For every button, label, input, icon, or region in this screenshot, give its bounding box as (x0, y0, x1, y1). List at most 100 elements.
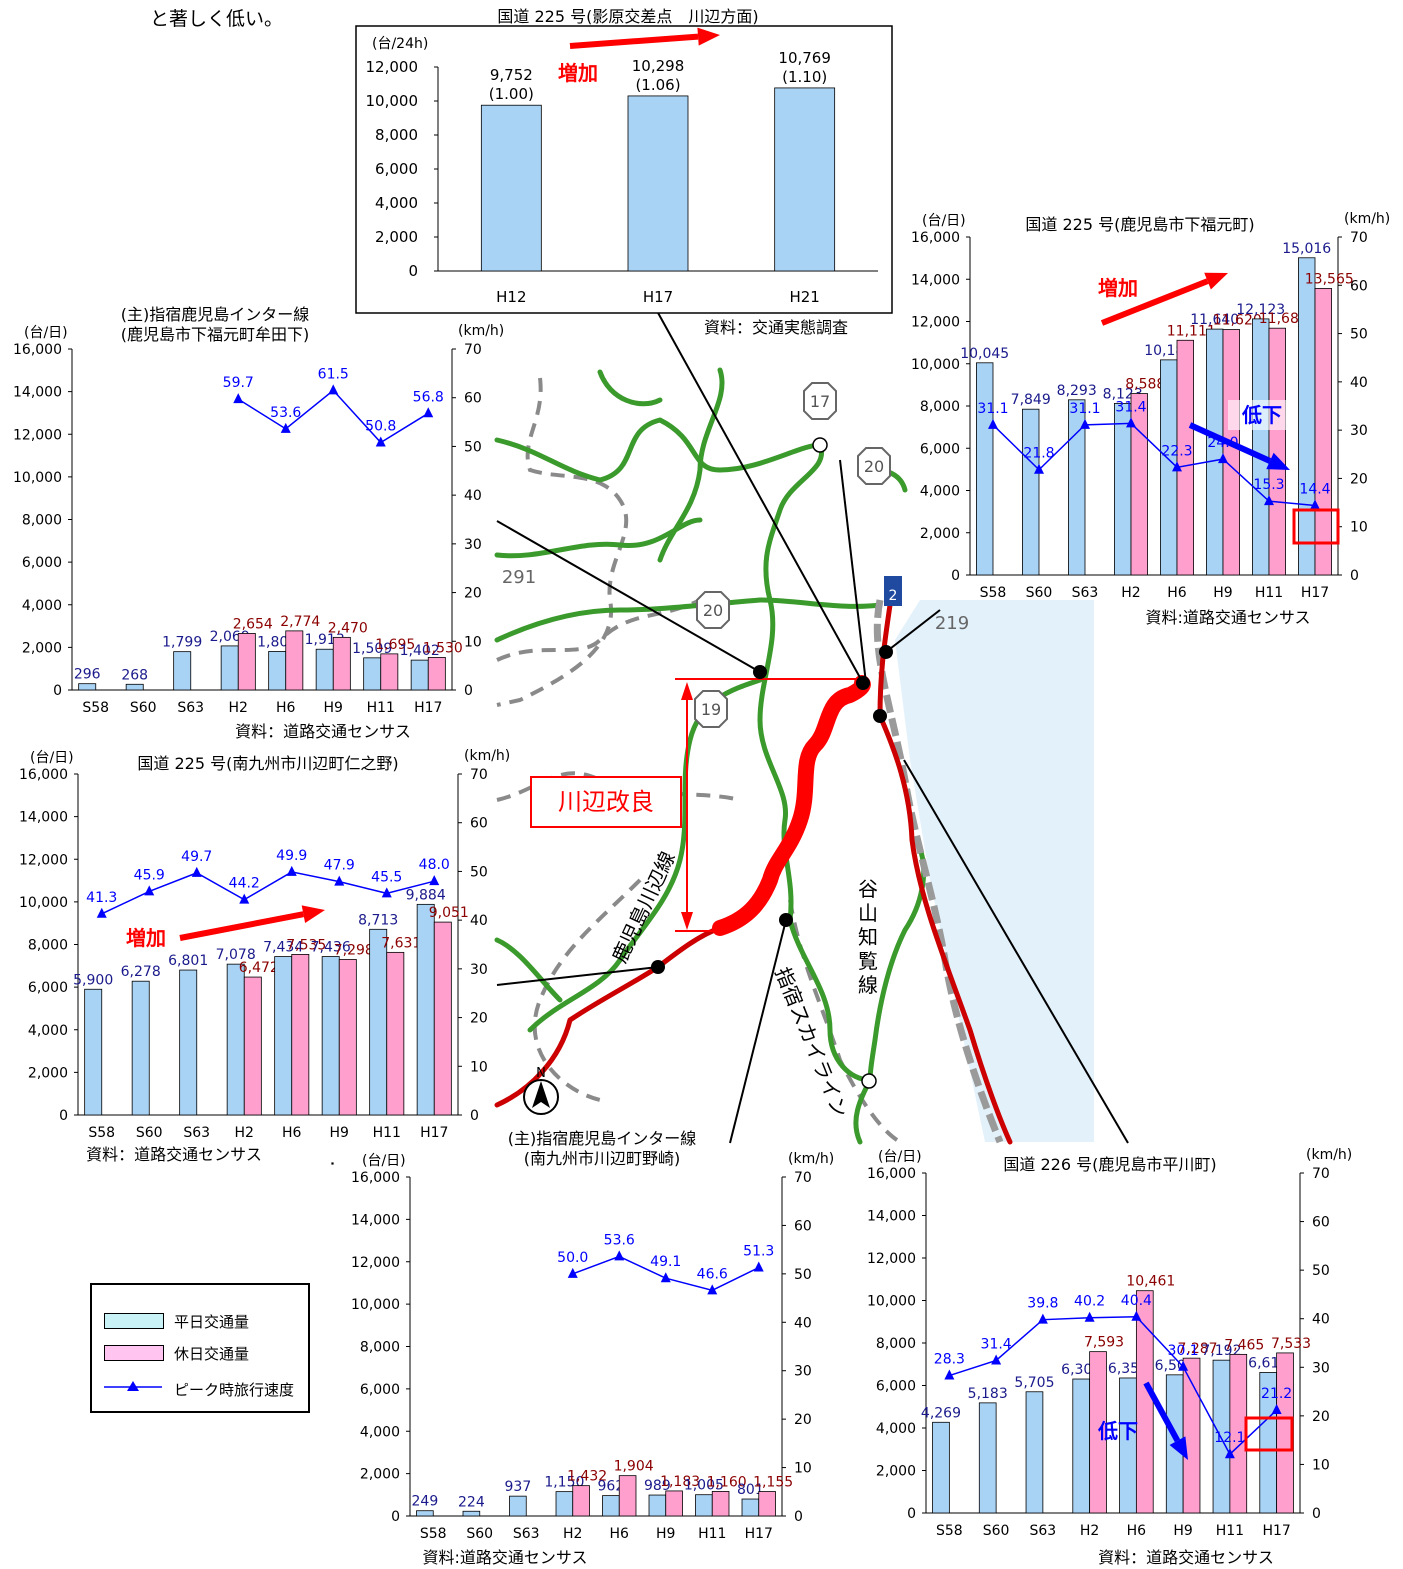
x-tick-label: H17 (420, 1125, 448, 1141)
connector-line (496, 966, 659, 986)
y-axis-label: (台/日) (30, 750, 74, 766)
y2-tick-label: 10 (1312, 1457, 1330, 1473)
speed-point-label: 49.7 (181, 849, 212, 865)
weekday-bar (648, 1494, 667, 1517)
speed-point-label: 30.1 (1168, 1343, 1199, 1359)
holiday-bar (618, 1475, 637, 1517)
speed-point-label: 45.5 (371, 869, 402, 885)
route-291-label: 291 (502, 567, 536, 588)
weekday-bar-label: 8,713 (358, 912, 398, 928)
speed-point (423, 407, 434, 418)
weekday-bar-label: 5,183 (968, 1386, 1008, 1402)
bar-ratio-label: (1.06) (635, 76, 680, 94)
legend-weekday-label: 平日交通量 (174, 1313, 250, 1331)
x-tick-label: H17 (414, 700, 442, 716)
y-axis-label: (台/24h) (372, 36, 428, 52)
weekday-bar (602, 1495, 620, 1517)
y2-tick-label: 20 (794, 1412, 812, 1428)
speed-point (1080, 418, 1090, 429)
speed-point (1218, 453, 1228, 464)
y2-axis-label: (km/h) (1344, 211, 1390, 227)
x-tick-label: S63 (1072, 585, 1099, 601)
decrease-arrow-head (1266, 452, 1290, 470)
y2-tick-label: 70 (794, 1170, 812, 1186)
y-tick-label: 16,000 (13, 342, 62, 358)
speed-point (375, 436, 386, 447)
holiday-bar-label: 9,051 (429, 905, 469, 921)
x-tick-label: S60 (136, 1125, 163, 1141)
weekday-bar (1298, 257, 1316, 576)
holiday-bar (338, 959, 357, 1116)
speed-point (1178, 1360, 1189, 1371)
chart-subtitle: (鹿児島市下福元町牟田下) (121, 325, 310, 344)
holiday-bar-label: 11,111 (1167, 323, 1216, 339)
weekday-bar-label: 8,293 (1057, 383, 1097, 399)
x-tick-label: H17 (745, 1526, 773, 1542)
speed-point-label: 47.9 (324, 858, 355, 874)
chart-c_ne: 0 2,000 4,000 6,000 8,000 10,000 12,000 14,000 1… (911, 211, 1390, 627)
y-tick-label: 6,000 (360, 1382, 400, 1398)
speed-point (1310, 499, 1320, 510)
increase-arrow (1100, 278, 1209, 326)
holiday-bar (380, 653, 399, 691)
speed-point-label: 28.3 (934, 1352, 965, 1368)
chart-source: 資料:道路交通センサス (422, 1548, 587, 1567)
weekday-bar-label: 962 (598, 1479, 625, 1495)
y-tick-label: 10,000 (13, 470, 62, 486)
holiday-bar-label: 1,160 (707, 1474, 747, 1490)
route-20-shield-shape (696, 591, 730, 629)
holiday-bar-label: 13,565 (1305, 271, 1354, 287)
speed-point (614, 1250, 625, 1261)
y-tick-label: 12,000 (867, 1251, 916, 1267)
y2-tick-label: 20 (1350, 471, 1368, 487)
holiday-bar-label: 7,298 (334, 942, 374, 958)
x-tick-label: H11 (373, 1125, 401, 1141)
taniyama-chiran-line-char: 谷 (858, 877, 878, 901)
speed-point (1172, 461, 1182, 472)
speed-line (949, 1316, 1278, 1456)
x-tick-label: H6 (282, 1125, 302, 1141)
route-225-label: 2 (889, 588, 898, 604)
y-tick-label: 6,000 (920, 441, 960, 457)
weekday-bar (220, 645, 239, 691)
holiday-bar (1176, 339, 1194, 576)
y-tick-label: 4,000 (28, 1023, 68, 1039)
speed-point-label: 22.3 (1161, 443, 1192, 459)
weekday-bar (978, 1402, 997, 1514)
prefectural-road (757, 442, 825, 923)
boundary-line (532, 878, 642, 1102)
chart-title: 国道 225 号(鹿児島市下福元町) (1025, 215, 1254, 234)
x-tick-label: S63 (177, 700, 204, 716)
y2-axis-label: (km/h) (1306, 1147, 1352, 1163)
x-tick-label: H6 (1167, 585, 1187, 601)
y2-tick-label: 70 (1350, 230, 1368, 246)
x-tick-label: S58 (88, 1125, 115, 1141)
decrease-arrow (1188, 422, 1272, 464)
prefectural-road (597, 369, 663, 407)
weekday-bar-label: 1,509 (352, 641, 392, 657)
north-arrow-label: N (536, 1066, 546, 1081)
y-tick-label: 6,000 (375, 160, 418, 178)
y-tick-label: 14,000 (19, 810, 68, 826)
weekday-bar (131, 980, 150, 1116)
x-tick-label: H6 (276, 700, 296, 716)
weekday-bar-label: 9,884 (406, 887, 446, 903)
header-text: と著しく低い。 (150, 8, 284, 30)
bar-value-label: 9,752 (490, 66, 533, 84)
y-tick-label: 2,000 (375, 228, 418, 246)
x-tick-label: S63 (513, 1526, 540, 1542)
taniyama-chiran-line-char: 線 (858, 973, 878, 997)
holiday-bar-label: 7,533 (1271, 1336, 1311, 1352)
y2-tick-label: 30 (794, 1364, 812, 1380)
holiday-bar (1222, 329, 1240, 576)
x-tick-label: S63 (183, 1125, 210, 1141)
decrease-arrow (1143, 1381, 1181, 1443)
increase-arrow-head (1204, 272, 1228, 290)
chart-source: 資料：交通実態調査 (704, 318, 848, 337)
weekday-bar (1068, 399, 1086, 576)
x-tick-label: H17 (1301, 585, 1329, 601)
y-tick-label: 2,000 (22, 640, 62, 656)
speed-line (101, 871, 435, 915)
holiday-bar (1314, 288, 1332, 576)
weekday-bar-label: 7,078 (216, 947, 256, 963)
